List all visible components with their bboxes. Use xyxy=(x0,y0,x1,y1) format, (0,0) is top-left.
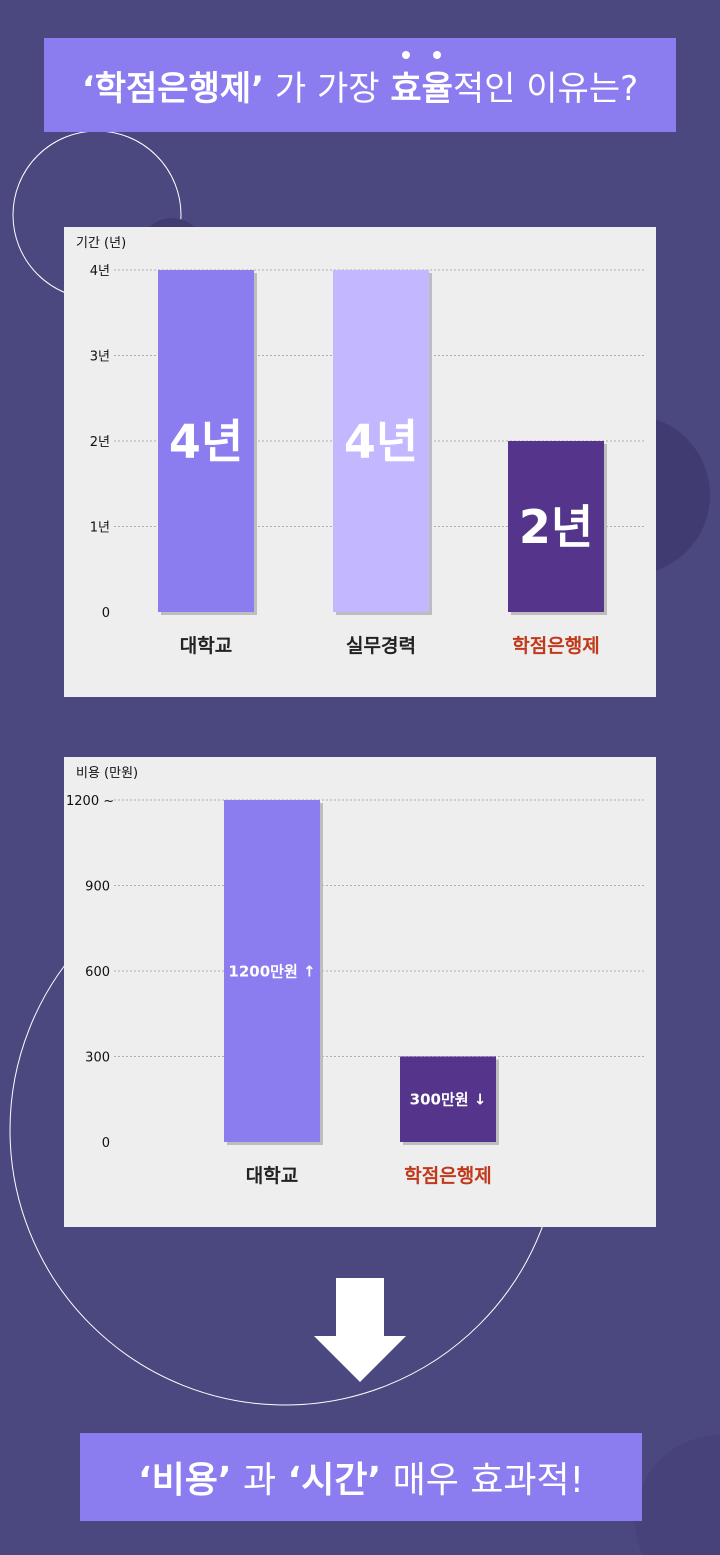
conclusion-tail: 매우 효과적! xyxy=(381,1460,585,1501)
y-tick-label: 2년 xyxy=(90,435,110,450)
category-label: 대학교 xyxy=(180,635,232,657)
y-tick-label: 1200 ~ xyxy=(66,794,114,809)
title-middle-text: 가 가장 xyxy=(264,68,391,109)
category-label: 학점은행제 xyxy=(404,1165,491,1187)
bar-실무경력 xyxy=(333,270,429,612)
bar-대학교 xyxy=(224,800,320,1142)
conclusion-and: 과 xyxy=(231,1460,288,1501)
title-tail-text: 적인 이유는? xyxy=(452,68,639,109)
title-banner: ‘학점은행제’ 가 가장 효율적인 이유는? xyxy=(44,38,676,132)
y-tick-label: 900 xyxy=(85,880,110,895)
y-tick-label: 0 xyxy=(102,606,110,621)
down-arrow-icon xyxy=(314,1278,406,1382)
conclusion-term-time: ‘시간’ xyxy=(287,1460,382,1501)
y-axis-label: 기간 (년) xyxy=(76,236,126,251)
cost-chart: 비용 (만원) 0 300 600 900 1200 ~ 1200만원 ↑ 대학교 300만원 … xyxy=(66,766,644,1187)
y-tick-label: 600 xyxy=(85,965,110,980)
y-tick-label: 300 xyxy=(85,1051,110,1066)
bar-학점은행제 xyxy=(508,441,604,612)
title-quoted-term: ‘학점은행제’ xyxy=(81,68,265,109)
category-label: 대학교 xyxy=(246,1165,298,1187)
bar-value-label: 1200만원 ↑ xyxy=(228,962,315,980)
category-label: 실무경력 xyxy=(346,635,416,657)
y-axis-label: 비용 (만원) xyxy=(76,766,138,781)
title-emphasis: 효율 xyxy=(390,50,453,110)
emphasis-dots xyxy=(390,50,453,59)
bar-value-label: 300만원 ↓ xyxy=(410,1091,487,1109)
bar-value-label: 2년 xyxy=(519,500,593,554)
bar-학점은행제 xyxy=(400,1056,496,1142)
y-tick-label: 1년 xyxy=(90,521,110,536)
bar-value-label: 4년 xyxy=(169,415,243,469)
conclusion-banner: ‘비용’ 과 ‘시간’ 매우 효과적! xyxy=(80,1433,642,1521)
category-label: 학점은행제 xyxy=(512,635,599,657)
y-tick-label: 0 xyxy=(102,1136,110,1151)
cost-chart-panel: 비용 (만원) 0 300 600 900 1200 ~ 1200만원 ↑ 대학교 300만원 … xyxy=(64,757,656,1227)
y-tick-label: 3년 xyxy=(90,350,110,365)
bar-대학교 xyxy=(158,270,254,612)
bar-value-label: 4년 xyxy=(344,415,418,469)
y-tick-label: 4년 xyxy=(90,264,110,279)
deco-circle-dark-bottom xyxy=(635,1435,720,1555)
conclusion-term-cost: ‘비용’ xyxy=(137,1460,232,1501)
